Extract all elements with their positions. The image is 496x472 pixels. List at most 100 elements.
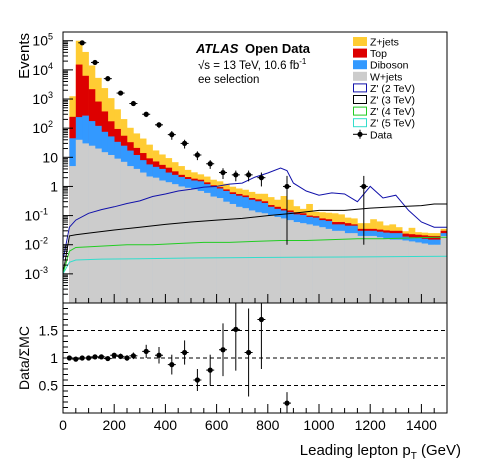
stack-bar <box>178 186 185 303</box>
stack-bar <box>395 239 403 303</box>
legend-label: Data <box>370 129 392 141</box>
y-tick-label-base: 10 <box>32 91 48 107</box>
stack-bar <box>133 168 141 303</box>
y-tick-label-base: 10 <box>32 33 48 49</box>
ratio-point <box>220 347 226 353</box>
stack-bar <box>363 235 371 303</box>
stack-bar <box>312 225 320 303</box>
stack-bar <box>427 244 435 303</box>
legend-label: Z+jets <box>370 37 399 49</box>
legend-item-diboson: Diboson <box>353 60 409 72</box>
y-tick-label-exponent: 2 <box>48 119 53 129</box>
data-point <box>118 90 124 96</box>
ratio-point <box>79 355 85 361</box>
data-point <box>182 140 188 146</box>
stack-bar <box>421 243 429 303</box>
y-tick-label: 1 <box>50 178 58 194</box>
y-tick-label-base: 10 <box>32 120 48 136</box>
legend-swatch <box>353 95 367 104</box>
ratio-point <box>233 326 239 332</box>
legend-label: Z' (4 TeV) <box>370 106 415 118</box>
ratio-y-tick-label: 0.5 <box>39 378 59 394</box>
ratio-point <box>169 362 175 368</box>
x-axis-label-unit: (GeV) <box>417 442 461 459</box>
y-tick-label: 105 <box>32 32 53 49</box>
ratio-point <box>258 316 264 323</box>
atlas-label: ATLAS <box>195 41 239 56</box>
stack-bar <box>69 166 77 303</box>
main-x-ticks <box>62 294 448 303</box>
x-tick-label: 200 <box>103 417 127 433</box>
stack-bar <box>88 145 96 303</box>
legend-item-z-3-tev-: Z' (3 TeV) <box>353 95 415 107</box>
energy-label: √s = 13 TeV, 10.6 fb-1 <box>198 57 307 72</box>
legend-item-z-jets: Z+jets <box>353 37 399 49</box>
ratio-point <box>130 353 136 359</box>
ratio-point <box>111 352 117 358</box>
stack-bar <box>159 180 166 303</box>
stack-w-jets <box>69 139 447 303</box>
stack-bar <box>95 148 102 303</box>
ratio-point <box>143 348 149 354</box>
data-point <box>194 152 200 158</box>
stack-bar <box>242 208 249 303</box>
x-tick-label: 1200 <box>355 417 386 433</box>
main-y-axis-label: Events <box>16 33 33 79</box>
signal-curve <box>63 203 447 274</box>
stack-bar <box>210 196 217 303</box>
x-axis-label: Leading lepton pT (GeV) <box>300 442 461 462</box>
legend-label: Z' (3 TeV) <box>370 95 415 107</box>
stack-bar <box>331 230 339 303</box>
stacked-histograms <box>69 40 447 303</box>
ratio-point <box>284 400 290 406</box>
legend-label: Z' (5 TeV) <box>370 118 415 130</box>
ratio-point <box>105 355 111 362</box>
stack-bar <box>351 233 358 303</box>
stack-bar <box>338 230 345 303</box>
legend-swatch <box>353 83 367 93</box>
legend-swatch <box>353 106 367 116</box>
ratio-point <box>73 356 79 362</box>
legend-label: W+jets <box>370 71 402 83</box>
y-tick-label-base: 10 <box>32 62 48 78</box>
open-data-label: Open Data <box>245 41 311 56</box>
stack-bar <box>415 242 422 303</box>
ratio-point <box>92 354 98 360</box>
ratio-y-axis-label: Data/ΣMC <box>16 326 32 390</box>
ratio-point <box>246 349 252 356</box>
y-tick-label: 10-2 <box>24 236 48 253</box>
signal-curves <box>63 167 447 275</box>
y-tick-label-base: 10 <box>24 208 40 224</box>
x-axis-label-subscript: T <box>411 451 417 462</box>
data-point <box>258 175 264 181</box>
legend-item-z-4-tev-: Z' (4 TeV) <box>353 106 415 118</box>
data-point <box>284 183 290 190</box>
legend-swatch <box>353 48 367 58</box>
stack-bar <box>280 218 288 303</box>
ratio-x-ticks: 0 200 400 600 800 1000 1200 1400 <box>59 404 448 433</box>
data-point <box>105 76 111 82</box>
data-point <box>246 172 252 178</box>
stack-bar <box>306 224 313 303</box>
y-tick-label-exponent: 3 <box>48 90 53 100</box>
signal-curve <box>63 236 447 275</box>
data-points <box>78 40 368 245</box>
stack-bar <box>223 201 230 303</box>
legend-swatch <box>353 60 367 70</box>
y-tick-label: 102 <box>32 119 53 136</box>
ratio-y-tick-label: 1 <box>50 350 58 366</box>
stack-bar <box>357 235 365 303</box>
ratio-point <box>156 352 162 358</box>
y-tick-label: 10-3 <box>24 265 48 282</box>
stack-bar <box>299 223 307 303</box>
data-point <box>156 122 162 128</box>
legend-item-z-5-tev-: Z' (5 TeV) <box>353 118 415 130</box>
x-tick-label: 1400 <box>406 417 437 433</box>
data-point <box>92 59 98 66</box>
legend-marker-dot <box>357 131 363 137</box>
stack-bar <box>139 172 147 303</box>
